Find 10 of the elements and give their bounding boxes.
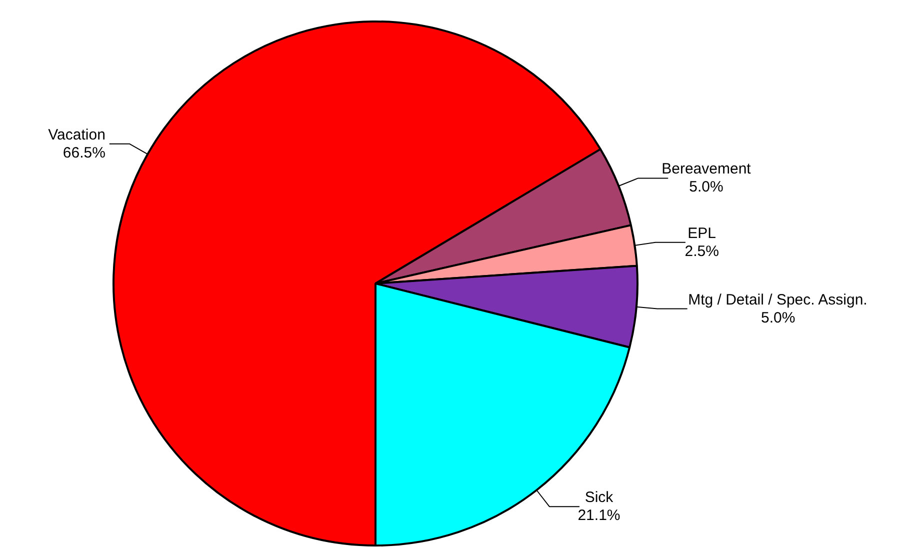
- data-label: 5.0%: [761, 309, 796, 326]
- slice-label: Vacation: [48, 126, 106, 144]
- data-label: 66.5%: [62, 144, 106, 162]
- data-label: 5.0%: [689, 178, 724, 196]
- slice-label: EPL: [688, 224, 716, 242]
- slice-label: Mtg / Detail / Spec. Assign.: [688, 291, 868, 308]
- data-label: 21.1%: [578, 507, 620, 524]
- slice-label: Sick: [584, 489, 614, 506]
- slice-label: Bereavement: [662, 160, 752, 178]
- data-label: 2.5%: [684, 242, 719, 260]
